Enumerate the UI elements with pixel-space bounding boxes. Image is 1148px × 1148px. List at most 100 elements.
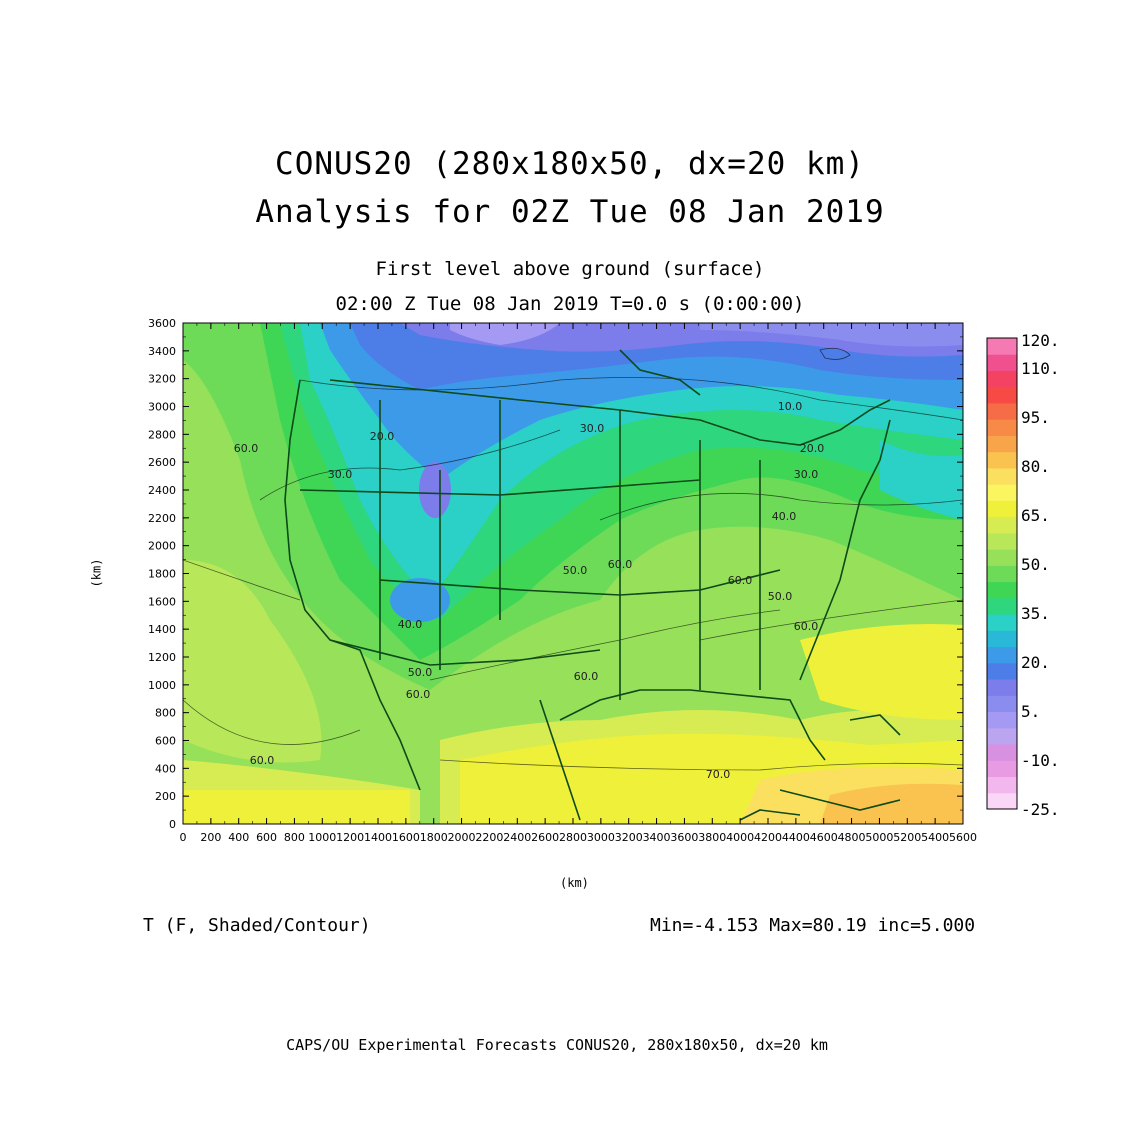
x-tick-label: 1400 <box>364 831 392 844</box>
field-colorado-cold <box>390 578 450 622</box>
colorbar-label: 110. <box>1021 359 1060 378</box>
colorbar-swatch <box>987 532 1017 550</box>
analysis-time-title: Analysis for 02Z Tue 08 Jan 2019 <box>255 194 885 230</box>
contour-label: 50.0 <box>768 590 793 603</box>
x-tick-label: 2200 <box>475 831 503 844</box>
field-caribbean-hot <box>820 783 963 824</box>
colorbar-swatch <box>987 354 1017 371</box>
colorbar-swatch <box>987 549 1017 566</box>
x-tick-label: 4600 <box>810 831 838 844</box>
x-tick-label: 400 <box>228 831 249 844</box>
contour-label: 50.0 <box>408 666 433 679</box>
x-tick-label: 1600 <box>392 831 420 844</box>
contour-label: 60.0 <box>250 754 275 767</box>
colorbar-swatch <box>987 646 1017 664</box>
colorbar-swatch <box>987 484 1017 501</box>
x-tick-label: 1800 <box>420 831 448 844</box>
colorbar-label: -25. <box>1021 800 1060 819</box>
colorbar-swatch <box>987 516 1017 534</box>
y-tick-label: 0 <box>169 818 176 831</box>
contour-labels: 60.0 60.0 70.0 50.0 60.0 40.0 30.0 20.0 30.0 10.0… <box>234 400 825 781</box>
colorbar-label: 50. <box>1021 555 1050 574</box>
x-tick-label: 3200 <box>615 831 643 844</box>
contour-label: 20.0 <box>800 442 825 455</box>
y-tick-label: 400 <box>155 762 176 775</box>
x-axis-ticks: 0 200 400 600 800 1000 1200 1400 1600 1800 2000 220… <box>180 323 977 844</box>
y-tick-label: 3400 <box>148 345 176 358</box>
colorbar-label: 80. <box>1021 457 1050 476</box>
x-tick-label: 0 <box>180 831 187 844</box>
x-tick-label: 1200 <box>336 831 364 844</box>
x-tick-label: 600 <box>256 831 277 844</box>
colorbar-swatch <box>987 451 1017 469</box>
contour-label: 10.0 <box>778 400 803 413</box>
y-tick-label: 200 <box>155 790 176 803</box>
colorbar-label: 5. <box>1021 702 1040 721</box>
x-tick-label: 3600 <box>670 831 698 844</box>
y-tick-label: 2000 <box>148 540 176 553</box>
colorbar-swatch <box>987 597 1017 615</box>
colorbar-swatch <box>987 695 1017 713</box>
x-tick-label: 5000 <box>865 831 893 844</box>
colorbar-swatch <box>987 338 1017 355</box>
x-tick-label: 2000 <box>448 831 476 844</box>
colorbar-label: 120. <box>1021 331 1060 350</box>
colorbar-swatch <box>987 792 1017 810</box>
x-tick-label: 3000 <box>587 831 615 844</box>
contour-label: 40.0 <box>772 510 797 523</box>
contour-label: 60.0 <box>608 558 633 571</box>
contour-label: 40.0 <box>398 618 423 631</box>
y-tick-label: 600 <box>155 735 176 748</box>
y-tick-label: 3200 <box>148 373 176 386</box>
colorbar-swatch <box>987 402 1017 420</box>
colorbar-label: 95. <box>1021 408 1050 427</box>
contour-label: 60.0 <box>406 688 431 701</box>
y-tick-label: 1200 <box>148 651 176 664</box>
contour-label: 30.0 <box>328 468 353 481</box>
field-warm-pacific-south <box>183 790 410 824</box>
contour-label: 20.0 <box>370 430 395 443</box>
y-tick-label: 2400 <box>148 484 176 497</box>
colorbar-swatch <box>987 370 1017 388</box>
colorbar-swatch <box>987 467 1017 485</box>
y-axis-ticks: 0 200 400 600 800 1000 1200 1400 1600 1800 2000 220… <box>148 317 963 831</box>
contour-label: 50.0 <box>563 564 588 577</box>
y-tick-label: 1000 <box>148 679 176 692</box>
field-stats: Min=-4.153 Max=80.19 inc=5.000 <box>650 915 976 936</box>
x-tick-label: 800 <box>284 831 305 844</box>
field-atlantic-cold <box>880 440 963 520</box>
variable-label: T (F, Shaded/Contour) <box>143 915 371 936</box>
time-subtitle: 02:00 Z Tue 08 Jan 2019 T=0.0 s (0:00:00… <box>335 293 805 315</box>
x-tick-label: 3800 <box>698 831 726 844</box>
contour-label: 30.0 <box>794 468 819 481</box>
colorbar-swatch <box>987 679 1017 696</box>
colorbar-swatch <box>987 760 1017 778</box>
x-tick-label: 4800 <box>838 831 866 844</box>
plot-title: CONUS20 (280x180x50, dx=20 km) <box>275 146 865 182</box>
colorbar-label: -10. <box>1021 751 1060 770</box>
contour-label: 60.0 <box>794 620 819 633</box>
field-atlantic-warm <box>800 624 963 720</box>
x-tick-label: 2400 <box>503 831 531 844</box>
contour-label: 60.0 <box>574 670 599 683</box>
x-axis-unit: (km) <box>560 876 589 890</box>
x-tick-label: 5200 <box>893 831 921 844</box>
y-tick-label: 3600 <box>148 317 176 330</box>
colorbar-swatch <box>987 386 1017 404</box>
y-tick-label: 1600 <box>148 595 176 608</box>
colorbar-swatch <box>987 581 1017 599</box>
field-rockies-cold <box>419 462 451 518</box>
x-tick-label: 4200 <box>754 831 782 844</box>
level-subtitle: First level above ground (surface) <box>375 258 765 280</box>
x-tick-label: 2600 <box>531 831 559 844</box>
colorbar-swatch <box>987 662 1017 680</box>
x-tick-label: 200 <box>200 831 221 844</box>
contour-label: 30.0 <box>580 422 605 435</box>
x-tick-label: 5600 <box>949 831 977 844</box>
x-tick-label: 3400 <box>643 831 671 844</box>
map-boundaries <box>284 349 901 821</box>
colorbar-swatch <box>987 711 1017 729</box>
x-tick-label: 5400 <box>921 831 949 844</box>
x-tick-label: 2800 <box>559 831 587 844</box>
